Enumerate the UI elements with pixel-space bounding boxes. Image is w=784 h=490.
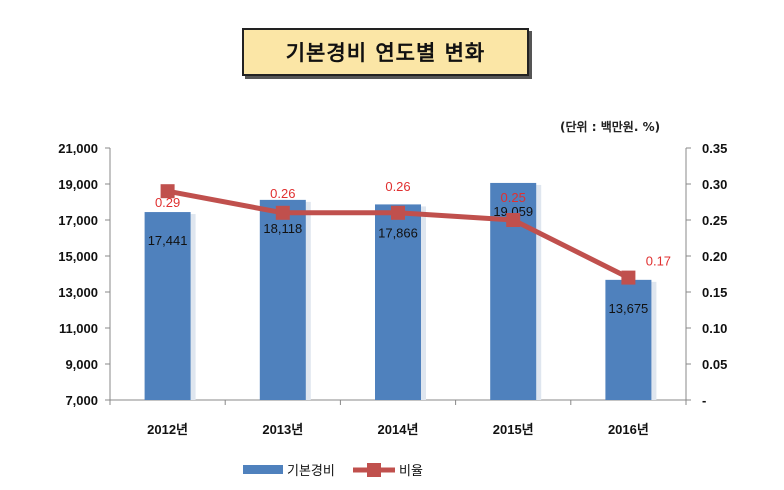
x-tick-label: 2016년	[608, 422, 649, 437]
chart-title: 기본경비 연도별 변화	[242, 28, 529, 76]
x-tick-label: 2014년	[378, 422, 419, 437]
ratio-marker	[506, 213, 521, 227]
bar	[259, 199, 306, 400]
legend-line-marker	[367, 463, 381, 477]
x-tick-label: 2012년	[147, 422, 188, 437]
y-left-tick-label: 11,000	[59, 321, 98, 336]
y-left-tick-label: 13,000	[58, 285, 98, 300]
legend-line-label: 비율	[399, 464, 423, 479]
bar	[144, 212, 191, 400]
ratio-data-label: 0.29	[155, 195, 180, 210]
ratio-data-label: 0.17	[646, 254, 671, 269]
y-left-tick-label: 9,000	[65, 357, 98, 372]
legend-bar-label: 기본경비	[287, 464, 335, 479]
y-right-tick-label: 0.15	[702, 285, 727, 300]
y-right-tick-label: 0.25	[702, 213, 727, 228]
bar-data-label: 19,059	[493, 204, 533, 219]
y-right-tick-label: 0.10	[702, 321, 727, 336]
bar-data-label: 17,866	[378, 225, 418, 240]
y-right-tick-label: 0.30	[702, 177, 727, 192]
y-left-tick-label: 15,000	[58, 249, 98, 264]
bar	[375, 204, 421, 400]
ratio-marker	[160, 184, 175, 199]
unit-note: (단위 : 백만원. %)	[560, 120, 661, 134]
ratio-marker	[621, 270, 636, 285]
bar-data-label: 18,118	[263, 221, 302, 236]
x-tick-label: 2015년	[493, 422, 534, 437]
y-left-tick-label: 7,000	[65, 393, 98, 408]
bar-data-label: 17,441	[148, 233, 188, 248]
y-right-tick-label: 0.35	[702, 141, 727, 156]
ratio-data-label: 0.26	[270, 186, 295, 201]
y-left-tick-label: 17,000	[58, 213, 98, 228]
x-tick-label: 2013년	[262, 422, 303, 437]
y-right-tick-label: 0.05	[702, 357, 727, 372]
ratio-data-label: 0.25	[501, 190, 526, 205]
ratio-marker	[275, 205, 290, 220]
ratio-marker	[391, 205, 405, 220]
y-right-tick-label: -	[702, 393, 706, 408]
legend-bar-swatch	[243, 465, 283, 474]
y-right-tick-label: 0.20	[702, 249, 727, 264]
y-left-tick-label: 21,000	[58, 141, 98, 156]
y-left-tick-label: 19,000	[58, 177, 98, 192]
bar	[605, 279, 652, 400]
bar-data-label: 13,675	[609, 301, 649, 316]
ratio-data-label: 0.26	[385, 179, 410, 194]
